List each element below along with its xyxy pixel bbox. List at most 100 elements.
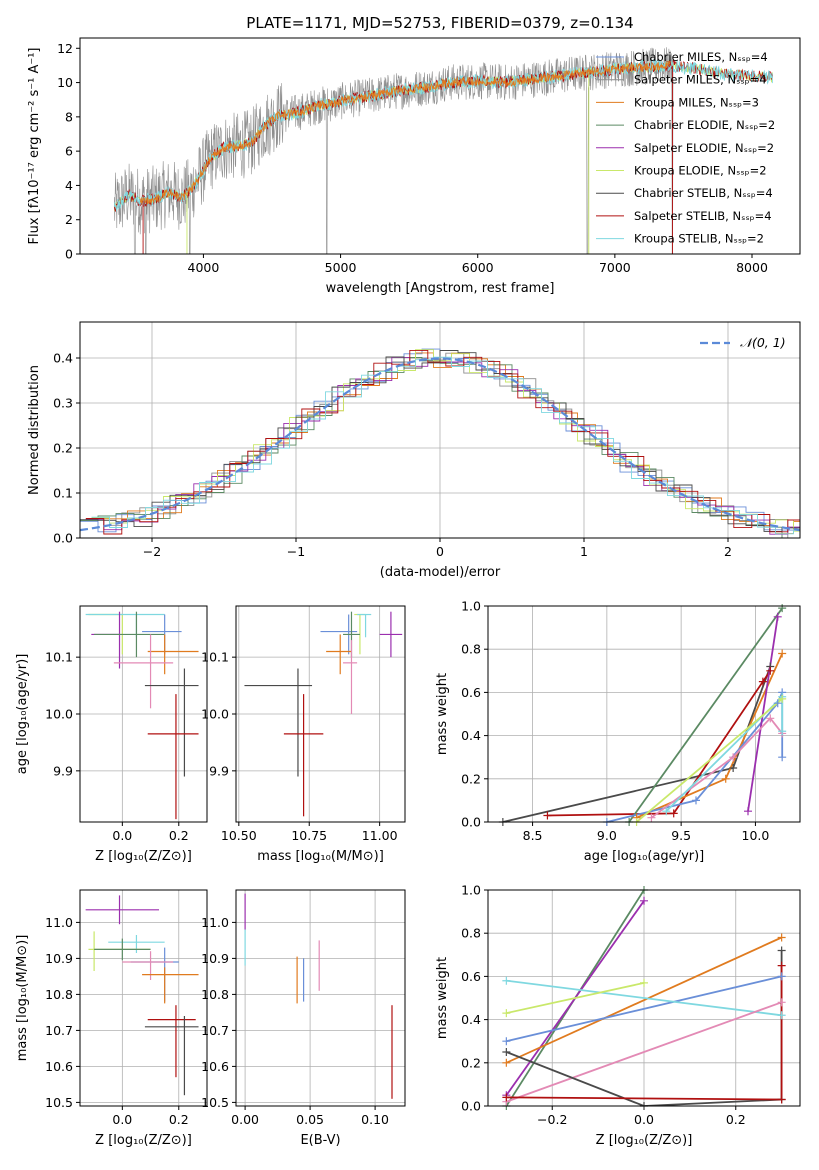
y-tick-label: 0.0: [461, 815, 481, 830]
spectrum-data-line: [114, 47, 675, 254]
y-axis-label: mass [log₁₀(M/M⊙)]: [15, 935, 30, 1062]
panel-mass_vs_ebv: 0.00 0.05 0.10 10.5 10.6 10.7 10.8 10.9 11.0 E(B-…: [201, 889, 406, 1148]
marker-kroupa_miles: [778, 649, 787, 658]
x-axis-label: Z [log₁₀(Z/Z⊙)]: [596, 1133, 693, 1148]
y-tick-label: 10.8: [201, 987, 229, 1002]
marker-kroupa_elodie: [502, 1009, 511, 1018]
panel-mass_vs_z: 0.0 0.2 10.5 10.6 10.7 10.8 10.9 11.0 Z [log₁₀(Z…: [15, 889, 208, 1148]
y-tick-label: 11.0: [45, 915, 73, 930]
y-axis-label: Normed distribution: [27, 365, 42, 495]
marker-salpeter_stelib: [669, 809, 678, 818]
axes-frame: [487, 605, 801, 823]
x-axis-label: age [log₁₀(age/yr)]: [584, 849, 705, 864]
marker-pink: [647, 813, 656, 822]
marker-chabrier_miles: [773, 699, 782, 708]
x-tick-label: 5000: [325, 260, 357, 275]
y-tick-label: 10: [57, 75, 73, 90]
y-tick-label: 0.1: [53, 486, 73, 501]
x-tick-label: 10.50: [221, 828, 257, 843]
y-tick-label: 10.9: [201, 951, 229, 966]
y-tick-label: 11.0: [201, 915, 229, 930]
x-tick-label: 0.00: [231, 1112, 259, 1127]
x-tick-label: 0.2: [169, 1112, 189, 1127]
x-tick-label: 0.0: [634, 1112, 654, 1127]
marker-chabrier_stelib: [729, 764, 738, 772]
x-tick-label: −2: [143, 544, 161, 559]
marker-salpeter_stelib: [766, 666, 775, 675]
y-tick-label: 0.0: [461, 1099, 481, 1114]
x-tick-label: 0.2: [169, 828, 189, 843]
marker-salpeter_stelib: [777, 961, 786, 970]
x-tick-label: 8000: [736, 260, 768, 275]
spectrum-model-kroupa_miles: [139, 60, 671, 205]
plot-area: [488, 606, 800, 822]
y-tick-label: 10.6: [201, 1059, 229, 1074]
axes-frame: [79, 321, 801, 539]
y-tick-label: 1.0: [461, 599, 481, 614]
y-axis-label: mass weight: [435, 957, 450, 1039]
mass-weight-line-chabrier_miles: [506, 975, 782, 1043]
legend-label: Chabrier MILES, Nₛₛₚ=4: [634, 50, 768, 64]
y-tick-label: 9.9: [53, 763, 73, 778]
panel-massweight_vs_age: 8.5 9.0 9.5 10.0 0.0 0.2 0.4 0.6 0.8 1.0 age [log₁…: [435, 599, 801, 864]
x-axis-label: mass [log₁₀(M/M⊙)]: [257, 849, 384, 864]
x-axis-label: Z [log₁₀(Z/Z⊙)]: [95, 1133, 192, 1148]
y-tick-label: 0.8: [461, 642, 481, 657]
y-tick-label: 0.6: [461, 969, 481, 984]
mass-weight-line-pink: [506, 1001, 782, 1103]
histogram-salpeter_miles: [85, 352, 800, 538]
y-tick-label: 0.6: [461, 685, 481, 700]
panel-spectrum: 4000 5000 6000 7000 8000 0 2 4 6 8 10 12 wavelength …: [27, 37, 801, 296]
spectrum-title: PLATE=1171, MJD=52753, FIBERID=0379, z=0…: [246, 14, 633, 32]
marker-salpeter_stelib: [758, 677, 767, 686]
mass-weight-line-kroupa_elodie: [636, 698, 783, 822]
marker-chabrier_miles: [777, 972, 786, 981]
y-tick-label: 10.7: [45, 1023, 73, 1038]
marker-kroupa_miles: [721, 774, 730, 783]
y-tick-label: 1.0: [461, 883, 481, 898]
x-tick-label: 0.05: [296, 1112, 324, 1127]
y-tick-label: 12: [57, 41, 73, 56]
marker-kroupa_elodie: [640, 978, 648, 987]
y-tick-label: 0.4: [53, 351, 73, 366]
marker-kroupa_stelib: [502, 976, 511, 985]
marker-chabrier_stelib: [502, 1048, 511, 1056]
marker-chabrier_miles: [502, 1037, 511, 1046]
histogram-chabrier_stelib: [80, 350, 800, 532]
axes-frame: [79, 37, 801, 255]
x-tick-label: 10.75: [291, 828, 327, 843]
x-tick-label: 2: [724, 544, 732, 559]
marker-chabrier_miles: [778, 753, 787, 762]
x-tick-label: 0.0: [112, 828, 132, 843]
marker-pink: [729, 753, 738, 762]
x-tick-label: −1: [287, 544, 305, 559]
marker-kroupa_stelib: [662, 807, 671, 816]
panel-age_vs_z: 0.0 0.2 9.9 10.0 10.1 Z [log₁₀(Z/Z⊙)] age [log…: [15, 605, 208, 864]
histogram-kroupa_stelib: [91, 356, 800, 535]
y-tick-label: 10.1: [201, 650, 229, 665]
marker-salpeter_elodie: [744, 807, 752, 816]
marker-kroupa_stelib: [778, 727, 787, 736]
y-tick-label: 0.2: [461, 771, 481, 786]
y-tick-label: 0.3: [53, 396, 73, 411]
y-tick-label: 0.2: [53, 441, 73, 456]
marker-kroupa_elodie: [778, 694, 787, 703]
axes-frame: [79, 605, 208, 823]
mass-weight-line-kroupa_stelib: [506, 979, 782, 1017]
marker-pink: [766, 714, 775, 723]
mass-weight-line-chabrier_elodie: [628, 607, 783, 822]
legend-label: Kroupa ELODIE, Nₛₛₚ=2: [634, 164, 767, 178]
plot-area: [488, 890, 800, 1106]
x-tick-label: 8.5: [523, 828, 543, 843]
legend-label: Salpeter STELIB, Nₛₛₚ=4: [634, 209, 772, 223]
mass-weight-line-salpeter_elodie: [747, 616, 779, 812]
legend-label: Salpeter MILES, Nₛₛₚ=4: [634, 73, 767, 87]
y-tick-label: 6: [65, 144, 73, 159]
axes-frame: [235, 605, 406, 823]
x-tick-label: 1: [580, 544, 588, 559]
plot-area: [236, 890, 405, 1106]
x-axis-label: wavelength [Angstrom, rest frame]: [326, 281, 555, 296]
x-tick-label: −0.2: [537, 1112, 567, 1127]
plot-area: [80, 322, 800, 538]
